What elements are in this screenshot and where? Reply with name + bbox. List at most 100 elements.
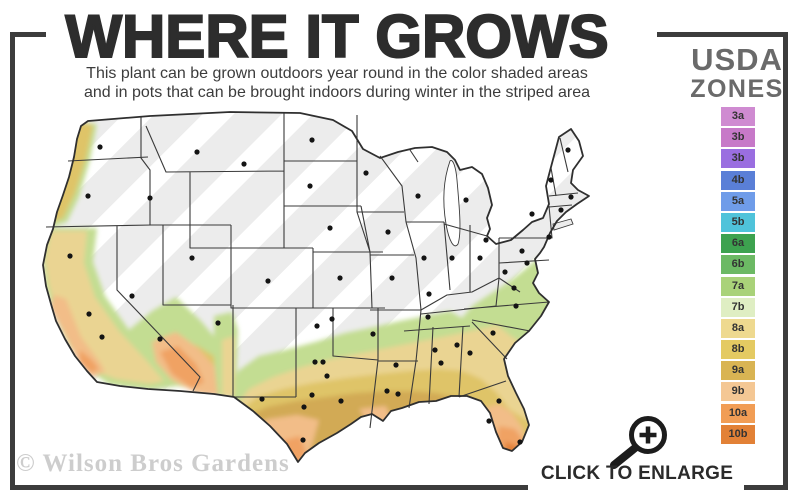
city-dot bbox=[502, 269, 508, 275]
city-dot bbox=[327, 225, 333, 231]
zone-row: 4b bbox=[721, 170, 755, 190]
city-dot bbox=[85, 193, 91, 199]
city-dot bbox=[99, 334, 105, 340]
city-dot bbox=[337, 275, 343, 281]
city-dot bbox=[496, 398, 502, 404]
city-dot bbox=[241, 161, 247, 167]
city-dot bbox=[309, 392, 315, 398]
city-dot bbox=[385, 229, 391, 235]
zone-row: 7a bbox=[721, 276, 755, 296]
city-dot bbox=[329, 316, 335, 322]
page-subtitle: This plant can be grown outdoors year ro… bbox=[12, 64, 662, 102]
frame-border-right bbox=[783, 32, 788, 490]
city-dot bbox=[67, 253, 73, 259]
city-dot bbox=[301, 404, 307, 410]
city-dot bbox=[486, 418, 492, 424]
click-to-enlarge-label[interactable]: CLICK TO ENLARGE bbox=[540, 463, 734, 484]
subtitle-line-2: and in pots that can be brought indoors … bbox=[83, 84, 591, 101]
city-dot bbox=[189, 255, 195, 261]
city-dot bbox=[300, 437, 306, 443]
frame-border-top-left bbox=[10, 32, 46, 37]
zone-row: 5a bbox=[721, 191, 755, 211]
city-dot bbox=[513, 303, 519, 309]
city-dot bbox=[517, 439, 523, 445]
city-dot bbox=[338, 398, 344, 404]
zone-row: 3a bbox=[721, 107, 755, 126]
zone-row: 5b bbox=[721, 212, 755, 232]
lake-michigan bbox=[443, 160, 461, 247]
zone-row: 10a bbox=[721, 403, 755, 423]
city-dot bbox=[449, 255, 455, 261]
city-dot bbox=[259, 396, 265, 402]
city-dot bbox=[147, 195, 153, 201]
city-dot bbox=[438, 360, 444, 366]
frame-border-bottom-right bbox=[744, 485, 788, 490]
city-dot bbox=[426, 291, 432, 297]
state-boundaries bbox=[45, 113, 579, 429]
city-dot bbox=[477, 255, 483, 261]
zone-row: 8b bbox=[721, 340, 755, 360]
city-dot bbox=[558, 207, 564, 213]
legend-title: USDA ZONES bbox=[672, 44, 800, 102]
city-dot bbox=[432, 347, 438, 353]
frame-border-top-right bbox=[657, 32, 788, 37]
zone-row: 8a bbox=[721, 318, 755, 338]
magnifier-plus-icon[interactable] bbox=[600, 405, 670, 473]
city-dot bbox=[320, 359, 326, 365]
city-dot bbox=[395, 391, 401, 397]
city-dot bbox=[314, 323, 320, 329]
zone-row: 10b bbox=[721, 424, 755, 444]
zone-legend: 3a 3b 3b 4b 5a 5b 6a 6b 7a 7b 8a 8b 9a 9… bbox=[721, 107, 755, 446]
watermark: © Wilson Bros Gardens bbox=[16, 450, 290, 477]
city-dot bbox=[568, 194, 574, 200]
city-dot bbox=[215, 320, 221, 326]
city-dot bbox=[454, 342, 460, 348]
city-dot bbox=[324, 373, 330, 379]
city-dot bbox=[548, 177, 554, 183]
city-dot bbox=[490, 330, 496, 336]
us-outline bbox=[42, 111, 590, 463]
city-dot bbox=[265, 278, 271, 284]
city-dot bbox=[363, 170, 369, 176]
city-dot bbox=[524, 260, 530, 266]
city-dot bbox=[483, 237, 489, 243]
legend-title-zones: ZONES bbox=[690, 75, 784, 103]
city-dot bbox=[415, 193, 421, 199]
city-dot bbox=[393, 362, 399, 368]
zone-row: 6b bbox=[721, 255, 755, 275]
city-dot bbox=[307, 183, 313, 189]
frame-border-bottom-left bbox=[10, 485, 528, 490]
city-dot bbox=[384, 388, 390, 394]
city-dot bbox=[421, 255, 427, 261]
zone-row: 3b bbox=[721, 149, 755, 169]
city-dot bbox=[529, 211, 535, 217]
zone-row: 9a bbox=[721, 361, 755, 381]
city-dot bbox=[309, 137, 315, 143]
city-dot bbox=[86, 311, 92, 317]
zone-row: 6a bbox=[721, 234, 755, 254]
zone-row: 7b bbox=[721, 297, 755, 317]
frame-border-left bbox=[10, 32, 15, 490]
city-dot bbox=[97, 144, 103, 150]
page-title: WHERE IT GROWS bbox=[64, 2, 609, 71]
city-dot bbox=[312, 359, 318, 365]
legend-title-usda: USDA bbox=[691, 42, 783, 77]
city-dot bbox=[157, 336, 163, 342]
city-dot bbox=[565, 147, 571, 153]
city-dot bbox=[194, 149, 200, 155]
city-dot bbox=[467, 350, 473, 356]
city-dot bbox=[389, 275, 395, 281]
city-dot bbox=[129, 293, 135, 299]
zone-row: 3b bbox=[721, 128, 755, 148]
city-dot bbox=[370, 331, 376, 337]
city-dot bbox=[425, 314, 431, 320]
city-dot bbox=[546, 234, 552, 240]
city-dots bbox=[67, 137, 574, 445]
city-dot bbox=[519, 248, 525, 254]
subtitle-line-1: This plant can be grown outdoors year ro… bbox=[86, 65, 588, 82]
zone-row: 9b bbox=[721, 382, 755, 402]
city-dot bbox=[511, 285, 517, 291]
city-dot bbox=[463, 197, 469, 203]
